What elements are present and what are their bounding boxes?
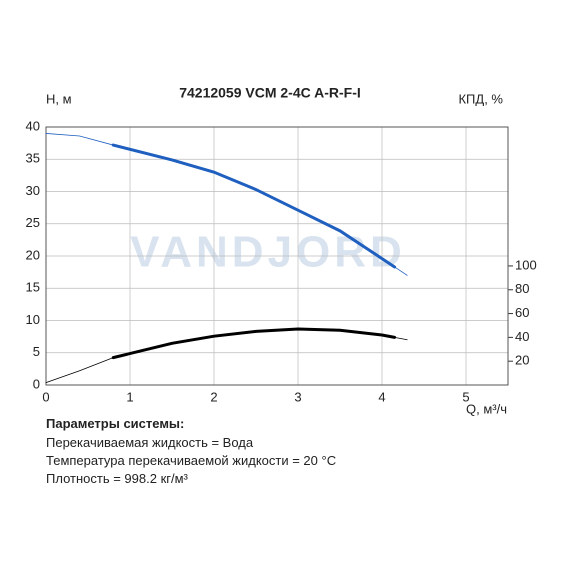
y-tick-label: 35 — [26, 151, 40, 166]
param-line: Перекачиваемая жидкость = Вода — [46, 435, 254, 450]
y2-tick-label: 20 — [515, 353, 529, 368]
x-tick-label: 3 — [294, 389, 301, 404]
x-tick-label: 2 — [210, 389, 217, 404]
y2-tick-label: 100 — [515, 257, 537, 272]
y-tick-label: 10 — [26, 312, 40, 327]
y-tick-label: 30 — [26, 183, 40, 198]
x-tick-label: 1 — [126, 389, 133, 404]
y-tick-label: 0 — [33, 376, 40, 391]
plot-frame — [45, 126, 509, 386]
curve — [111, 143, 397, 269]
curve — [45, 328, 408, 384]
params-heading: Параметры системы: — [46, 416, 185, 431]
y2-tick-label: 60 — [515, 305, 529, 320]
y-tick-label: 25 — [26, 215, 40, 230]
param-line: Температура перекачиваемой жидкости = 20… — [46, 453, 337, 468]
y-tick-label: 40 — [26, 118, 40, 133]
y-tick-label: 15 — [26, 280, 40, 295]
y2-tick-label: 40 — [515, 329, 529, 344]
x-tick-label: 0 — [42, 389, 49, 404]
y2-tick-label: 80 — [515, 281, 529, 296]
chart-title: 74212059 VCM 2-4C A-R-F-I — [179, 85, 361, 101]
param-line: Плотность = 998.2 кг/м³ — [46, 471, 188, 486]
y-tick-label: 5 — [33, 344, 40, 359]
curve — [111, 327, 397, 360]
watermark: VANDJORD — [130, 228, 406, 277]
x-tick-label: 4 — [378, 389, 385, 404]
y-tick-label: 20 — [26, 247, 40, 262]
x-tick-label: 5 — [462, 389, 469, 404]
y-axis-label: H, м — [46, 91, 72, 106]
y2-axis-label: КПД, % — [458, 91, 503, 106]
chart: 74212059 VCM 2-4C A-R-F-I H, м КПД, % Q,… — [26, 85, 537, 417]
x-axis-label: Q, м³/ч — [466, 401, 507, 416]
